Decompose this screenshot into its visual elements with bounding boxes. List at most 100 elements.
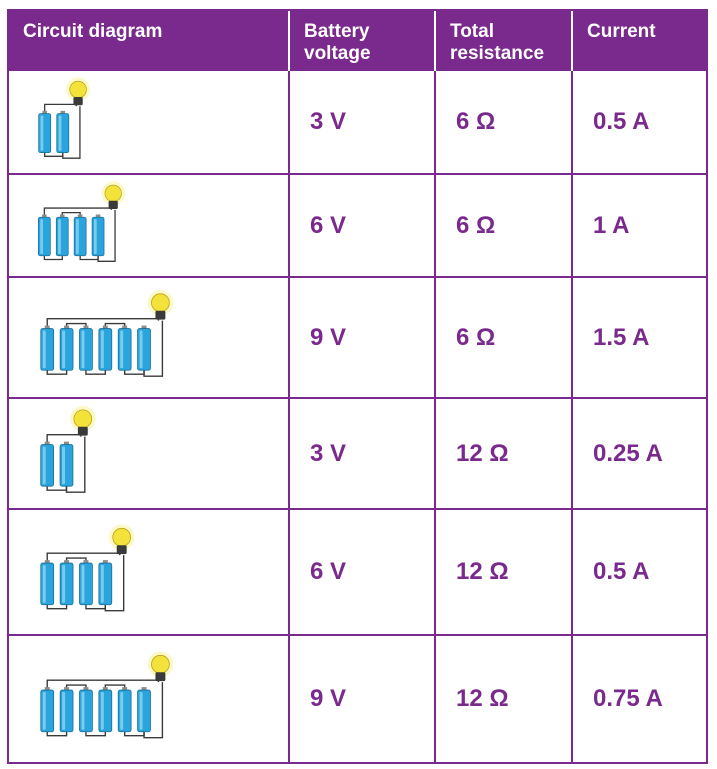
current-cell-value: 1.5 A bbox=[593, 323, 650, 351]
battery-cell-icon bbox=[40, 441, 54, 487]
light-bulb-icon bbox=[147, 651, 174, 682]
circuit-diagram bbox=[40, 651, 174, 739]
battery-cell-icon bbox=[79, 325, 93, 371]
wire bbox=[46, 604, 68, 610]
current-cell-value: 1 A bbox=[593, 211, 630, 239]
circuit-diagram-cell bbox=[9, 278, 290, 399]
current-cell: 1.5 A bbox=[573, 278, 706, 399]
total-resistance-cell-value: 6 Ω bbox=[456, 108, 496, 135]
circuit-diagram-cell bbox=[9, 175, 290, 278]
battery-cell-icon bbox=[40, 325, 55, 371]
total-resistance-cell-value: 12 Ω bbox=[456, 685, 509, 712]
battery-voltage-cell-value: 6 V bbox=[310, 211, 347, 239]
circuit-diagram-cell bbox=[9, 399, 290, 510]
battery-cell-icon bbox=[98, 325, 113, 371]
wire bbox=[46, 731, 68, 737]
battery-cell-icon bbox=[59, 325, 74, 371]
circuit-diagram-cell bbox=[9, 636, 290, 762]
wire bbox=[85, 370, 107, 375]
data-table: Circuit diagram Battery voltage Total re… bbox=[7, 9, 708, 764]
total-resistance-cell: 12 Ω bbox=[436, 399, 573, 510]
header-battery-voltage-label: Battery voltage bbox=[304, 21, 371, 65]
battery-cell-icon bbox=[79, 560, 93, 606]
light-bulb-icon bbox=[108, 524, 135, 555]
wire bbox=[85, 604, 107, 610]
current-cell: 0.5 A bbox=[573, 510, 706, 636]
wire bbox=[123, 731, 145, 737]
wire bbox=[46, 433, 82, 443]
circuit-diagram-cell bbox=[9, 510, 290, 636]
battery-cell-icon bbox=[40, 687, 55, 733]
wire bbox=[46, 317, 160, 327]
battery-voltage-cell-value: 3 V bbox=[310, 439, 347, 467]
wire bbox=[46, 486, 68, 491]
current-cell: 0.25 A bbox=[573, 399, 706, 510]
total-resistance-cell-value: 6 Ω bbox=[456, 323, 496, 351]
battery-cell-icon bbox=[59, 687, 74, 733]
circuit-diagram bbox=[40, 405, 96, 493]
wire bbox=[104, 322, 126, 329]
battery-voltage-cell-value: 6 V bbox=[310, 558, 347, 585]
battery-voltage-cell: 3 V bbox=[290, 71, 436, 175]
wire bbox=[43, 207, 113, 216]
circuit-diagram bbox=[40, 289, 174, 377]
battery-cell-icon bbox=[40, 560, 55, 606]
battery-voltage-cell-value: 9 V bbox=[310, 685, 347, 712]
header-total-resistance: Total resistance bbox=[436, 11, 573, 71]
battery-cell-icon bbox=[56, 110, 70, 153]
current-cell: 1 A bbox=[573, 175, 706, 278]
header-battery-voltage-line2: voltage bbox=[304, 43, 371, 64]
battery-cell-icon bbox=[137, 325, 151, 371]
wire bbox=[46, 679, 160, 689]
wire bbox=[104, 684, 126, 691]
circuit-diagram bbox=[38, 77, 91, 159]
current-cell-value: 0.5 A bbox=[593, 558, 650, 585]
battery-cell-icon bbox=[117, 687, 132, 733]
header-circuit-diagram: Circuit diagram bbox=[9, 11, 290, 71]
battery-cell-icon bbox=[73, 214, 87, 257]
battery-voltage-cell-value: 9 V bbox=[310, 323, 347, 351]
battery-cell-icon bbox=[55, 214, 69, 257]
wire bbox=[123, 370, 145, 375]
battery-cell-icon bbox=[59, 441, 74, 487]
battery-voltage-cell-value: 3 V bbox=[310, 108, 347, 135]
current-cell: 0.75 A bbox=[573, 636, 706, 762]
wire bbox=[44, 103, 77, 112]
current-cell-value: 0.5 A bbox=[593, 108, 650, 135]
current-cell: 0.5 A bbox=[573, 71, 706, 175]
total-resistance-cell: 12 Ω bbox=[436, 636, 573, 762]
battery-cell-icon bbox=[91, 214, 105, 257]
battery-cell-icon bbox=[117, 325, 132, 371]
wire bbox=[44, 152, 64, 157]
circuit-diagram bbox=[38, 181, 126, 262]
header-total-resistance-label: Total resistance bbox=[450, 21, 544, 65]
header-current: Current bbox=[573, 11, 706, 71]
wire bbox=[65, 684, 87, 691]
total-resistance-cell-value: 12 Ω bbox=[456, 439, 509, 467]
battery-cell-icon bbox=[137, 687, 151, 733]
light-bulb-icon bbox=[66, 77, 91, 106]
header-circuit-diagram-label: Circuit diagram bbox=[23, 21, 163, 42]
battery-cell-icon bbox=[98, 560, 113, 606]
total-resistance-cell-value: 12 Ω bbox=[456, 558, 509, 585]
total-resistance-cell: 6 Ω bbox=[436, 278, 573, 399]
header-total-resistance-line1: Total bbox=[450, 21, 494, 42]
current-cell-value: 0.75 A bbox=[593, 685, 663, 712]
table-grid: Circuit diagram Battery voltage Total re… bbox=[9, 11, 706, 762]
circuit-diagram bbox=[40, 524, 135, 612]
header-battery-voltage-line1: Battery bbox=[304, 21, 370, 42]
total-resistance-cell: 12 Ω bbox=[436, 510, 573, 636]
battery-cell-icon bbox=[79, 687, 93, 733]
wire bbox=[65, 322, 87, 329]
battery-cell-icon bbox=[38, 110, 52, 153]
battery-voltage-cell: 3 V bbox=[290, 399, 436, 510]
header-current-label: Current bbox=[587, 21, 656, 42]
wire bbox=[79, 255, 99, 261]
light-bulb-icon bbox=[101, 181, 126, 209]
light-bulb-icon bbox=[147, 289, 174, 320]
wire bbox=[61, 212, 81, 218]
light-bulb-icon bbox=[69, 405, 96, 436]
battery-cell-icon bbox=[98, 687, 113, 733]
wire bbox=[46, 552, 121, 562]
battery-cell-icon bbox=[59, 560, 74, 606]
